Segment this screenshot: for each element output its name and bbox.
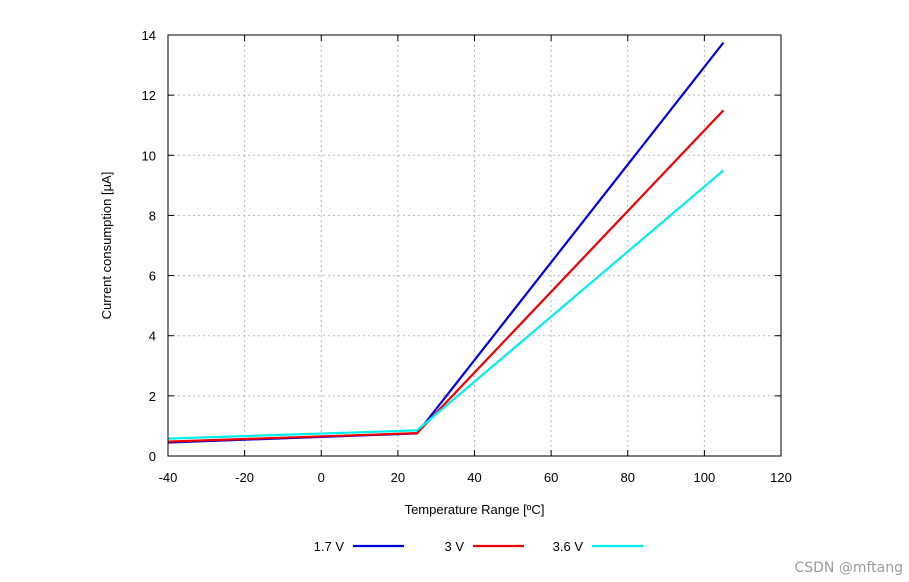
x-axis-label: Temperature Range [ºC]	[405, 502, 545, 517]
y-tick-label: 6	[149, 269, 156, 284]
y-tick-label: 0	[149, 449, 156, 464]
x-tick-label: 20	[391, 470, 405, 485]
y-tick-label: 10	[142, 148, 156, 163]
y-tick-label: 8	[149, 208, 156, 223]
legend: 1.7 V 3 V 3.6 V	[314, 539, 643, 554]
series-line-2	[167, 109, 725, 443]
axis-tick-labels: -40 -20 0 20 40 60 80 100 120 0 2 4 6 8 10 12 14	[142, 28, 792, 485]
x-tick-label: 80	[621, 470, 635, 485]
x-tick-label: -40	[159, 470, 178, 485]
series-line-3	[167, 169, 725, 440]
y-tick-label: 14	[142, 28, 156, 43]
axis-ticks	[167, 34, 782, 457]
x-tick-label: 40	[467, 470, 481, 485]
grid	[168, 35, 781, 456]
plot-series	[167, 41, 725, 444]
x-tick-label: 120	[770, 470, 792, 485]
x-tick-label: 60	[544, 470, 558, 485]
y-tick-label: 4	[149, 329, 156, 344]
y-tick-label: 12	[142, 88, 156, 103]
legend-label-2: 3 V	[444, 539, 464, 554]
y-tick-label: 2	[149, 389, 156, 404]
x-tick-label: 100	[694, 470, 716, 485]
y-axis-label: Current consumption [µA]	[99, 172, 114, 320]
legend-label-1: 1.7 V	[314, 539, 345, 554]
x-tick-label: -20	[235, 470, 254, 485]
x-tick-label: 0	[318, 470, 325, 485]
legend-label-3: 3.6 V	[553, 539, 584, 554]
watermark: CSDN @mftang	[794, 560, 903, 576]
